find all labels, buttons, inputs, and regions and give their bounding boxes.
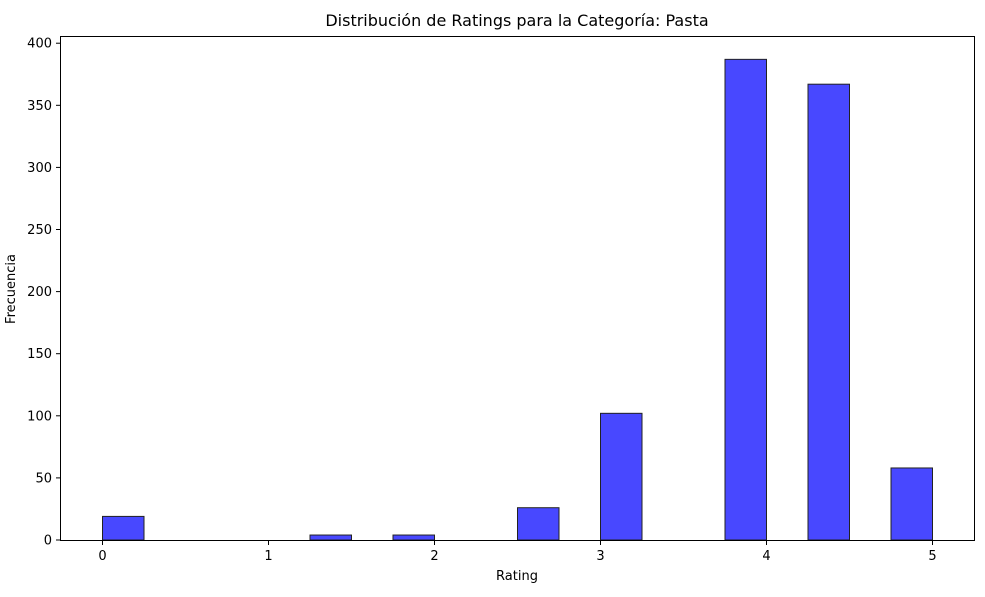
x-axis-label: Rating [496, 569, 538, 584]
y-tick-label: 50 [35, 471, 52, 486]
y-tick-label: 150 [27, 347, 52, 362]
x-tick-label: 3 [596, 549, 604, 564]
y-axis: 0 50 100 150 200 250 300 350 400 [27, 37, 61, 549]
plot-frame [60, 36, 975, 541]
histogram-bar [392, 534, 435, 541]
x-tick-label: 0 [98, 549, 106, 564]
y-tick-label: 400 [27, 37, 52, 52]
y-tick-label: 200 [27, 285, 52, 300]
bars-layer [102, 58, 933, 541]
y-tick-label: 350 [27, 99, 52, 114]
histogram-bar [102, 515, 145, 541]
histogram-bar [600, 412, 643, 541]
histogram-bar [890, 467, 933, 541]
y-tick-label: 250 [27, 223, 52, 238]
y-axis-label: Frecuencia [4, 254, 19, 324]
x-tick-label: 2 [430, 549, 438, 564]
x-tick-label: 1 [264, 549, 272, 564]
x-tick-label: 4 [762, 549, 770, 564]
histogram-bar [517, 507, 560, 541]
histogram-bar [807, 83, 850, 541]
histogram-bar [724, 58, 767, 541]
x-axis: 0 1 2 3 4 5 [98, 540, 937, 564]
y-tick-label: 300 [27, 161, 52, 176]
histogram-bar [309, 534, 352, 541]
y-tick-label: 0 [44, 534, 52, 549]
chart-title: Distribución de Ratings para la Categorí… [325, 11, 708, 30]
x-tick-label: 5 [928, 549, 936, 564]
y-tick-label: 100 [27, 409, 52, 424]
